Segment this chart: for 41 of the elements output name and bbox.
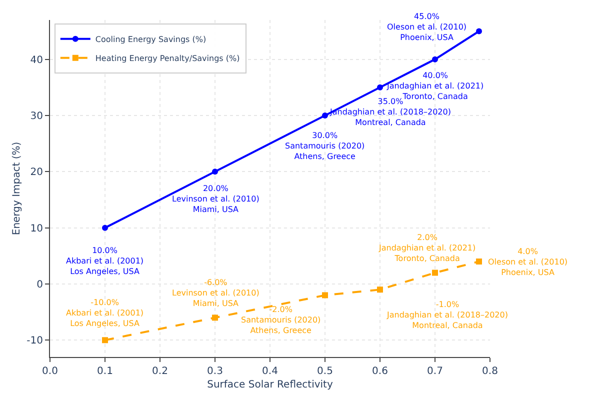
- x-tick-label: 0.6: [372, 366, 388, 377]
- x-tick-label: 0.5: [317, 366, 333, 377]
- x-tick-label: 0.0: [42, 366, 58, 377]
- annotation: -6.0% Levinson et al. (2010) Miami, USA: [172, 278, 260, 308]
- point: [102, 337, 108, 344]
- y-tick-label: 30: [30, 110, 43, 122]
- x-tick-label: 0.8: [482, 366, 498, 377]
- annotation: 2.0% Jandaghian et al. (2021) Toronto, Canada: [378, 233, 476, 263]
- point: [476, 258, 482, 265]
- x-tick-label: 0.7: [427, 366, 443, 377]
- point: [476, 28, 482, 34]
- point: [377, 84, 383, 90]
- x-tick-label: 0.2: [152, 366, 168, 377]
- x-axis-title: Surface Solar Reflectivity: [207, 380, 333, 390]
- point: [322, 112, 328, 118]
- point: [212, 314, 218, 321]
- y-axis-title: Energy Impact (%): [12, 142, 23, 236]
- legend-label: Cooling Energy Savings (%): [95, 34, 206, 44]
- y-tick-label: -10: [26, 336, 43, 347]
- annotation: 10.0% Akbari et al. (2001) Los Angeles, USA: [66, 246, 144, 276]
- point: [432, 56, 438, 62]
- annotation: -1.0% Jandaghian et al. (2018–2020) Montreal, Canada: [386, 300, 508, 330]
- point: [322, 292, 328, 298]
- y-tick-label: 0: [36, 279, 43, 290]
- annotation: 20.0% Levinson et al. (2010) Miami, USA: [172, 184, 260, 214]
- annotation: 45.0% Oleson et al. (2010) Phoenix, USA: [387, 12, 467, 42]
- x-tick-label: 0.3: [207, 366, 223, 377]
- point: [432, 270, 438, 276]
- annotation: -2.0% Santamouris (2020) Athens, Greece: [241, 305, 321, 335]
- annotation: -10.0% Akbari et al. (2001) Los Angeles, USA: [66, 298, 144, 328]
- y-tick-label: 10: [30, 223, 43, 234]
- y-tick-label: 20: [30, 167, 43, 178]
- annotation: 30.0% Santamouris (2020) Athens, Greece: [285, 131, 365, 161]
- annotation: 4.0% Oleson et al. (2010) Phoenix, USA: [488, 247, 568, 277]
- point: [102, 224, 108, 231]
- point: [377, 286, 383, 293]
- legend-label: Heating Energy Penalty/Savings (%): [95, 54, 240, 63]
- point: [212, 168, 218, 175]
- x-tick-label: 0.4: [262, 366, 278, 377]
- y-tick-label: 40: [30, 54, 43, 66]
- x-tick-label: 0.1: [97, 366, 113, 377]
